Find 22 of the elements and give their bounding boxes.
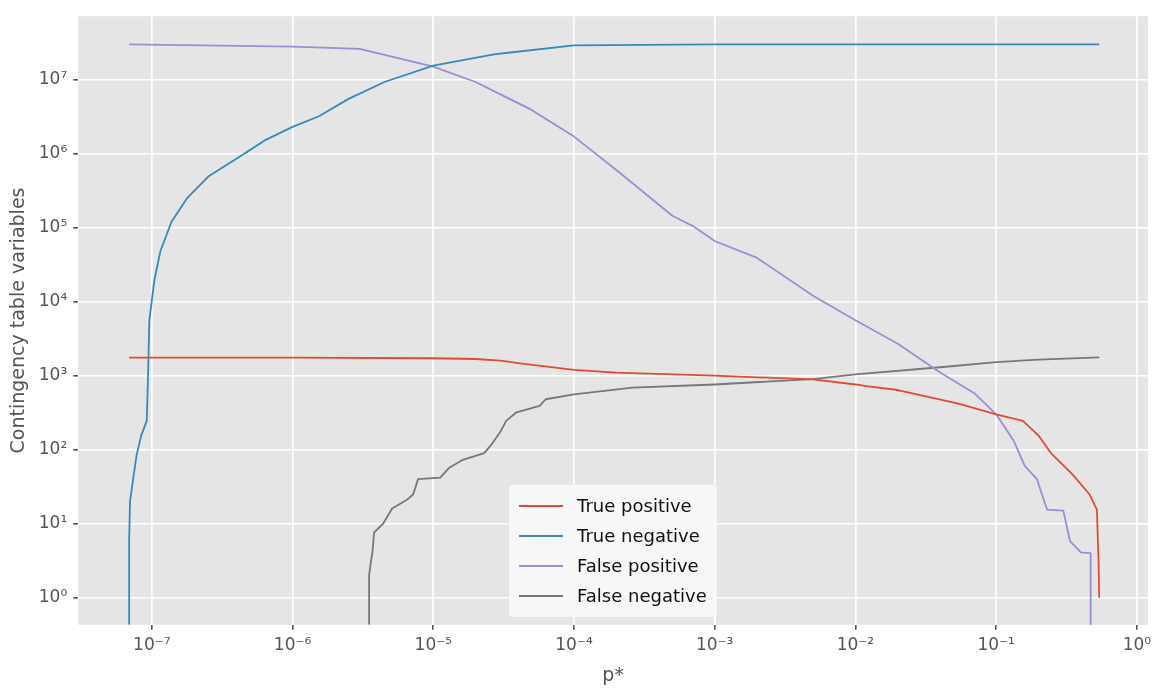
y-tick-label: 10⁴ xyxy=(38,290,68,311)
legend-label: True positive xyxy=(577,495,692,517)
legend-label: False negative xyxy=(577,585,707,607)
legend-label: True negative xyxy=(577,525,700,547)
y-tick-label: 10⁰ xyxy=(38,586,68,607)
y-tick-label: 10⁵ xyxy=(38,216,68,237)
x-tick-label: 10⁻⁶ xyxy=(273,634,312,655)
legend-label: False positive xyxy=(577,555,699,577)
x-axis-title: p* xyxy=(602,662,624,685)
x-tick-label: 10⁰ xyxy=(1122,634,1152,655)
y-tick-label: 10⁶ xyxy=(38,142,68,163)
y-tick-label: 10¹ xyxy=(38,512,68,533)
x-tick-label: 10⁻⁴ xyxy=(555,634,593,655)
x-tick-label: 10⁻¹ xyxy=(977,634,1015,655)
x-tick-label: 10⁻⁷ xyxy=(133,634,171,655)
y-tick-label: 10³ xyxy=(38,364,68,385)
x-tick-label: 10⁻⁵ xyxy=(414,634,452,655)
y-tick-label: 10² xyxy=(38,438,68,459)
x-tick-label: 10⁻³ xyxy=(695,634,734,655)
y-axis-title: Contingency table variables xyxy=(6,187,29,454)
x-tick-label: 10⁻² xyxy=(836,634,875,655)
y-tick-label: 10⁷ xyxy=(38,68,68,89)
